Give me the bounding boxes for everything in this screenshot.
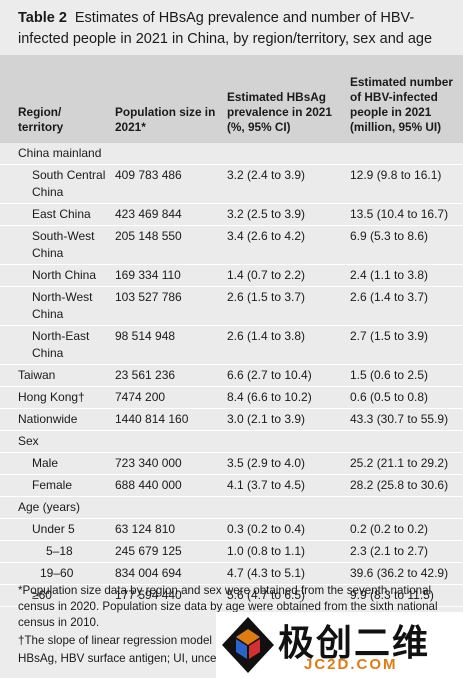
cell: 13.5 (10.4 to 16.7) <box>345 203 463 226</box>
data-row: ≥60 177 594 440 5.6 (4.7 to 6.5) 9.9 (8.3 t… <box>0 584 463 607</box>
column-header: Estimated number of HBV-infected people … <box>345 55 463 143</box>
data-row: South-West China 205 148 550 3.4 (2.6 to 4… <box>0 225 463 265</box>
section-row: China mainland <box>0 143 463 165</box>
cell: 7474 200 <box>110 386 222 409</box>
watermark-name: 极创二维 <box>278 622 431 663</box>
cell: 2.6 (1.4 to 3.8) <box>222 325 345 365</box>
cell: 177 594 440 <box>110 584 222 607</box>
cell: 4.1 (3.7 to 4.5) <box>222 474 345 497</box>
column-header: Estimated HBsAg prevalence in 2021 (%, 9… <box>222 55 345 143</box>
cell: 2.3 (2.1 to 2.7) <box>345 540 463 563</box>
cell: 2.4 (1.1 to 3.8) <box>345 264 463 287</box>
cell: 6.9 (5.3 to 8.6) <box>345 225 463 265</box>
cell: 98 514 948 <box>110 325 222 365</box>
cell: 205 148 550 <box>110 225 222 265</box>
cell: 6.6 (2.7 to 10.4) <box>222 364 345 387</box>
cell: 688 440 000 <box>110 474 222 497</box>
row-label: Hong Kong† <box>0 386 110 409</box>
data-row: North-West China 103 527 786 2.6 (1.5 to 3… <box>0 286 463 326</box>
cell: 5.6 (4.7 to 6.5) <box>222 584 345 607</box>
watermark-logo <box>222 617 274 673</box>
row-label: East China <box>0 203 110 226</box>
section-row: Sex <box>0 430 463 453</box>
cell: 0.2 (0.2 to 0.2) <box>345 518 463 541</box>
cell: 63 124 810 <box>110 518 222 541</box>
data-row: 5–18 245 679 125 1.0 (0.8 to 1.1) 2.3 (2.1 … <box>0 540 463 563</box>
data-row: 19–60 834 004 694 4.7 (4.3 to 5.1) 39.6 (36… <box>0 562 463 585</box>
cell: 245 679 125 <box>110 540 222 563</box>
row-label: 19–60 <box>0 562 110 585</box>
data-row: Taiwan 23 561 236 6.6 (2.7 to 10.4) 1.5 (0.… <box>0 364 463 387</box>
row-label: Nationwide <box>0 408 110 431</box>
header-row: Region/ territory Population size in 2021… <box>0 55 463 143</box>
data-row: North-East China 98 514 948 2.6 (1.4 to 3.… <box>0 325 463 365</box>
column-header: Population size in 2021* <box>110 55 222 143</box>
cell: 723 340 000 <box>110 452 222 475</box>
cell: 1.5 (0.6 to 2.5) <box>345 364 463 387</box>
cell: 2.7 (1.5 to 3.9) <box>345 325 463 365</box>
row-label: Age (years) <box>0 496 463 519</box>
data-row: East China 423 469 844 3.2 (2.5 to 3.9) 13.… <box>0 203 463 226</box>
cell: 3.4 (2.6 to 4.2) <box>222 225 345 265</box>
watermark-site: JC2D.COM <box>304 656 398 673</box>
cell: 3.2 (2.4 to 3.9) <box>222 164 345 204</box>
cell: 43.3 (30.7 to 55.9) <box>345 408 463 431</box>
cell: 28.2 (25.8 to 30.6) <box>345 474 463 497</box>
cell: 3.0 (2.1 to 3.9) <box>222 408 345 431</box>
cell: 409 783 486 <box>110 164 222 204</box>
data-row: Male 723 340 000 3.5 (2.9 to 4.0) 25.2 (21.… <box>0 452 463 475</box>
footnote: HBsAg, HBV surface antigen; UI, uncer <box>18 652 221 665</box>
cell: 3.2 (2.5 to 3.9) <box>222 203 345 226</box>
data-row: North China 169 334 110 1.4 (0.7 to 2.2) 2.… <box>0 264 463 287</box>
cell: 23 561 236 <box>110 364 222 387</box>
footnote: *Population size data by region and sex … <box>18 584 438 629</box>
row-label: China mainland <box>0 143 463 165</box>
cell: 0.6 (0.5 to 0.8) <box>345 386 463 409</box>
cell: 0.3 (0.2 to 0.4) <box>222 518 345 541</box>
table-label: Table 2 <box>18 10 67 26</box>
cell: 12.9 (9.8 to 16.1) <box>345 164 463 204</box>
data-row: Female 688 440 000 4.1 (3.7 to 4.5) 28.2 (2… <box>0 474 463 497</box>
row-label: South Central China <box>0 164 110 204</box>
cell: 3.5 (2.9 to 4.0) <box>222 452 345 475</box>
table-caption: Estimates of HBsAg prevalence and number… <box>18 10 433 47</box>
row-label: Under 5 <box>0 518 110 541</box>
cell: 423 469 844 <box>110 203 222 226</box>
cell: 103 527 786 <box>110 286 222 326</box>
row-label: ≥60 <box>0 584 110 607</box>
footnotes: *Population size data by region and sex … <box>18 583 448 669</box>
cell: 1440 814 160 <box>110 408 222 431</box>
watermark: 极创二维 JC2D.COM <box>216 612 463 678</box>
column-header: Region/ territory <box>0 55 110 143</box>
row-label: Male <box>0 452 110 475</box>
cell: 169 334 110 <box>110 264 222 287</box>
cell: 1.4 (0.7 to 2.2) <box>222 264 345 287</box>
data-row: South Central China 409 783 486 3.2 (2.4 t… <box>0 164 463 204</box>
cell: 2.6 (1.5 to 3.7) <box>222 286 345 326</box>
data-table: Region/ territory Population size in 2021… <box>0 55 463 607</box>
cell: 8.4 (6.6 to 10.2) <box>222 386 345 409</box>
cell: 9.9 (8.3 to 11.5) <box>345 584 463 607</box>
row-label: 5–18 <box>0 540 110 563</box>
row-label: North China <box>0 264 110 287</box>
row-label: Sex <box>0 430 463 453</box>
row-label: South-West China <box>0 225 110 265</box>
cell: 834 004 694 <box>110 562 222 585</box>
cell: 25.2 (21.1 to 29.2) <box>345 452 463 475</box>
table-title: Table 2 Estimates of HBsAg prevalence and… <box>18 8 458 50</box>
cell: 4.7 (4.3 to 5.1) <box>222 562 345 585</box>
data-row: Under 5 63 124 810 0.3 (0.2 to 0.4) 0.2 (0.… <box>0 518 463 541</box>
footnote: †The slope of linear regression model <box>18 634 212 647</box>
data-row: Hong Kong† 7474 200 8.4 (6.6 to 10.2) 0.6 (… <box>0 386 463 409</box>
row-label: Taiwan <box>0 364 110 387</box>
section-row: Age (years) <box>0 496 463 519</box>
row-label: North-West China <box>0 286 110 326</box>
cell: 1.0 (0.8 to 1.1) <box>222 540 345 563</box>
data-row: Nationwide 1440 814 160 3.0 (2.1 to 3.9) 43… <box>0 408 463 431</box>
cell: 2.6 (1.4 to 3.7) <box>345 286 463 326</box>
row-label: Female <box>0 474 110 497</box>
row-label: North-East China <box>0 325 110 365</box>
cell: 39.6 (36.2 to 42.9) <box>345 562 463 585</box>
